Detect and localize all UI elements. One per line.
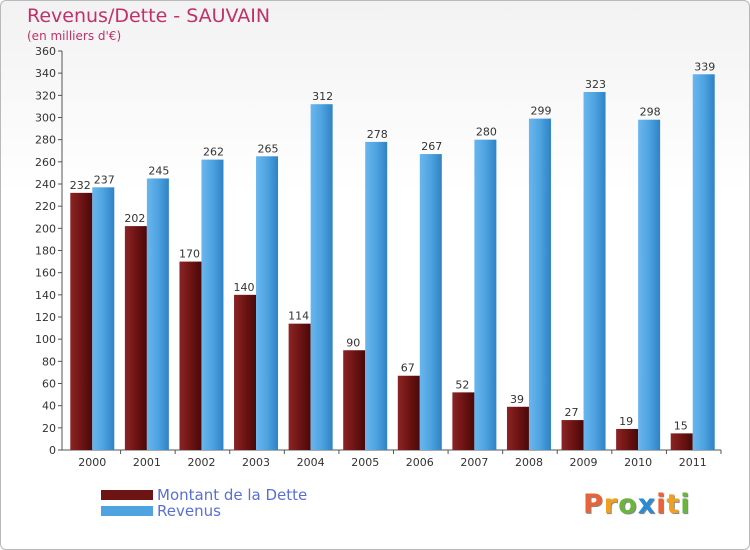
x-tick-label: 2009 xyxy=(570,456,598,469)
bar-debt xyxy=(234,294,257,450)
x-tick-label: 2010 xyxy=(624,456,652,469)
data-label-debt: 202 xyxy=(124,212,145,225)
bar-revenus xyxy=(365,141,388,450)
y-tick-label: 160 xyxy=(35,267,56,280)
data-label-revenus: 262 xyxy=(203,146,224,159)
y-tick-label: 300 xyxy=(35,112,56,125)
data-label-revenus: 278 xyxy=(367,128,388,141)
bar-debt xyxy=(561,420,584,450)
bar-debt xyxy=(506,406,529,450)
y-tick-label: 60 xyxy=(42,378,56,391)
bar-debt xyxy=(397,375,420,450)
bar-revenus xyxy=(92,187,115,450)
y-tick-label: 80 xyxy=(42,355,56,368)
data-label-debt: 39 xyxy=(510,393,524,406)
y-tick-label: 100 xyxy=(35,333,56,346)
bar-revenus xyxy=(201,159,224,450)
y-tick-label: 320 xyxy=(35,89,56,102)
bar-revenus xyxy=(146,178,169,451)
data-label-revenus: 298 xyxy=(640,106,661,119)
x-tick-label: 2007 xyxy=(460,456,488,469)
legend-swatch-debt xyxy=(101,490,153,500)
data-label-debt: 170 xyxy=(179,248,200,261)
x-tick-label: 2008 xyxy=(515,456,543,469)
data-label-revenus: 265 xyxy=(258,142,279,155)
y-tick-label: 0 xyxy=(49,444,56,457)
x-tick-label: 2005 xyxy=(351,456,379,469)
bar-debt xyxy=(343,350,366,450)
bar-debt xyxy=(70,192,93,450)
bar-debt xyxy=(288,323,311,450)
bar-debt xyxy=(616,428,639,450)
data-label-revenus: 299 xyxy=(530,105,551,118)
data-label-debt: 90 xyxy=(346,336,360,349)
data-label-revenus: 267 xyxy=(421,140,442,153)
data-label-revenus: 312 xyxy=(312,90,333,103)
y-tick-label: 200 xyxy=(35,222,56,235)
data-label-revenus: 245 xyxy=(148,164,169,177)
data-label-revenus: 237 xyxy=(94,173,115,186)
bar-revenus xyxy=(256,156,279,450)
logo-letter: r xyxy=(603,489,619,520)
bar-revenus xyxy=(692,74,715,451)
y-tick-label: 20 xyxy=(42,422,56,435)
logo-letter: x xyxy=(637,489,657,520)
logo-letter: o xyxy=(618,489,638,520)
x-tick-label: 2004 xyxy=(297,456,325,469)
data-label-revenus: 339 xyxy=(694,60,715,73)
bar-debt xyxy=(124,226,147,450)
data-label-debt: 27 xyxy=(565,406,579,419)
data-label-debt: 114 xyxy=(288,310,309,323)
logo-letter: i xyxy=(656,489,667,520)
bar-revenus xyxy=(583,92,606,450)
y-tick-label: 240 xyxy=(35,178,56,191)
proxiti-logo: Proxiti xyxy=(583,489,691,520)
x-tick-label: 2006 xyxy=(406,456,434,469)
y-tick-label: 40 xyxy=(42,400,56,413)
data-label-debt: 232 xyxy=(70,179,91,192)
bar-debt xyxy=(452,392,475,450)
chart-subtitle: (en milliers d'€) xyxy=(27,29,122,43)
legend-swatch-revenus xyxy=(101,506,153,516)
data-label-debt: 67 xyxy=(401,362,415,375)
x-tick-label: 2000 xyxy=(78,456,106,469)
y-tick-label: 280 xyxy=(35,134,56,147)
logo-letter: i xyxy=(680,489,691,520)
data-label-debt: 19 xyxy=(619,415,633,428)
bar-revenus xyxy=(419,154,442,450)
logo-letter: P xyxy=(583,489,604,520)
legend-label-debt: Montant de la Dette xyxy=(157,486,308,504)
bar-revenus xyxy=(638,119,661,450)
bar-debt xyxy=(670,433,693,450)
y-tick-label: 220 xyxy=(35,200,56,213)
x-tick-label: 2002 xyxy=(187,456,215,469)
y-tick-label: 120 xyxy=(35,311,56,324)
y-tick-label: 260 xyxy=(35,156,56,169)
y-tick-label: 180 xyxy=(35,245,56,258)
data-label-debt: 140 xyxy=(234,281,255,294)
data-label-debt: 52 xyxy=(455,378,469,391)
x-tick-label: 2003 xyxy=(242,456,270,469)
bar-revenus xyxy=(310,104,333,450)
bar-revenus xyxy=(528,118,551,450)
y-tick-label: 360 xyxy=(35,45,56,58)
x-tick-label: 2011 xyxy=(679,456,707,469)
data-label-revenus: 280 xyxy=(476,126,497,139)
chart-title: Revenus/Dette - SAUVAIN xyxy=(27,5,271,27)
x-tick-label: 2001 xyxy=(133,456,161,469)
data-label-debt: 15 xyxy=(674,419,688,432)
y-tick-label: 140 xyxy=(35,289,56,302)
logo-letter: t xyxy=(666,489,681,520)
data-label-revenus: 323 xyxy=(585,78,606,91)
bar-revenus xyxy=(474,139,497,450)
legend-label-revenus: Revenus xyxy=(157,502,221,520)
bar-debt xyxy=(179,261,202,450)
y-tick-label: 340 xyxy=(35,67,56,80)
